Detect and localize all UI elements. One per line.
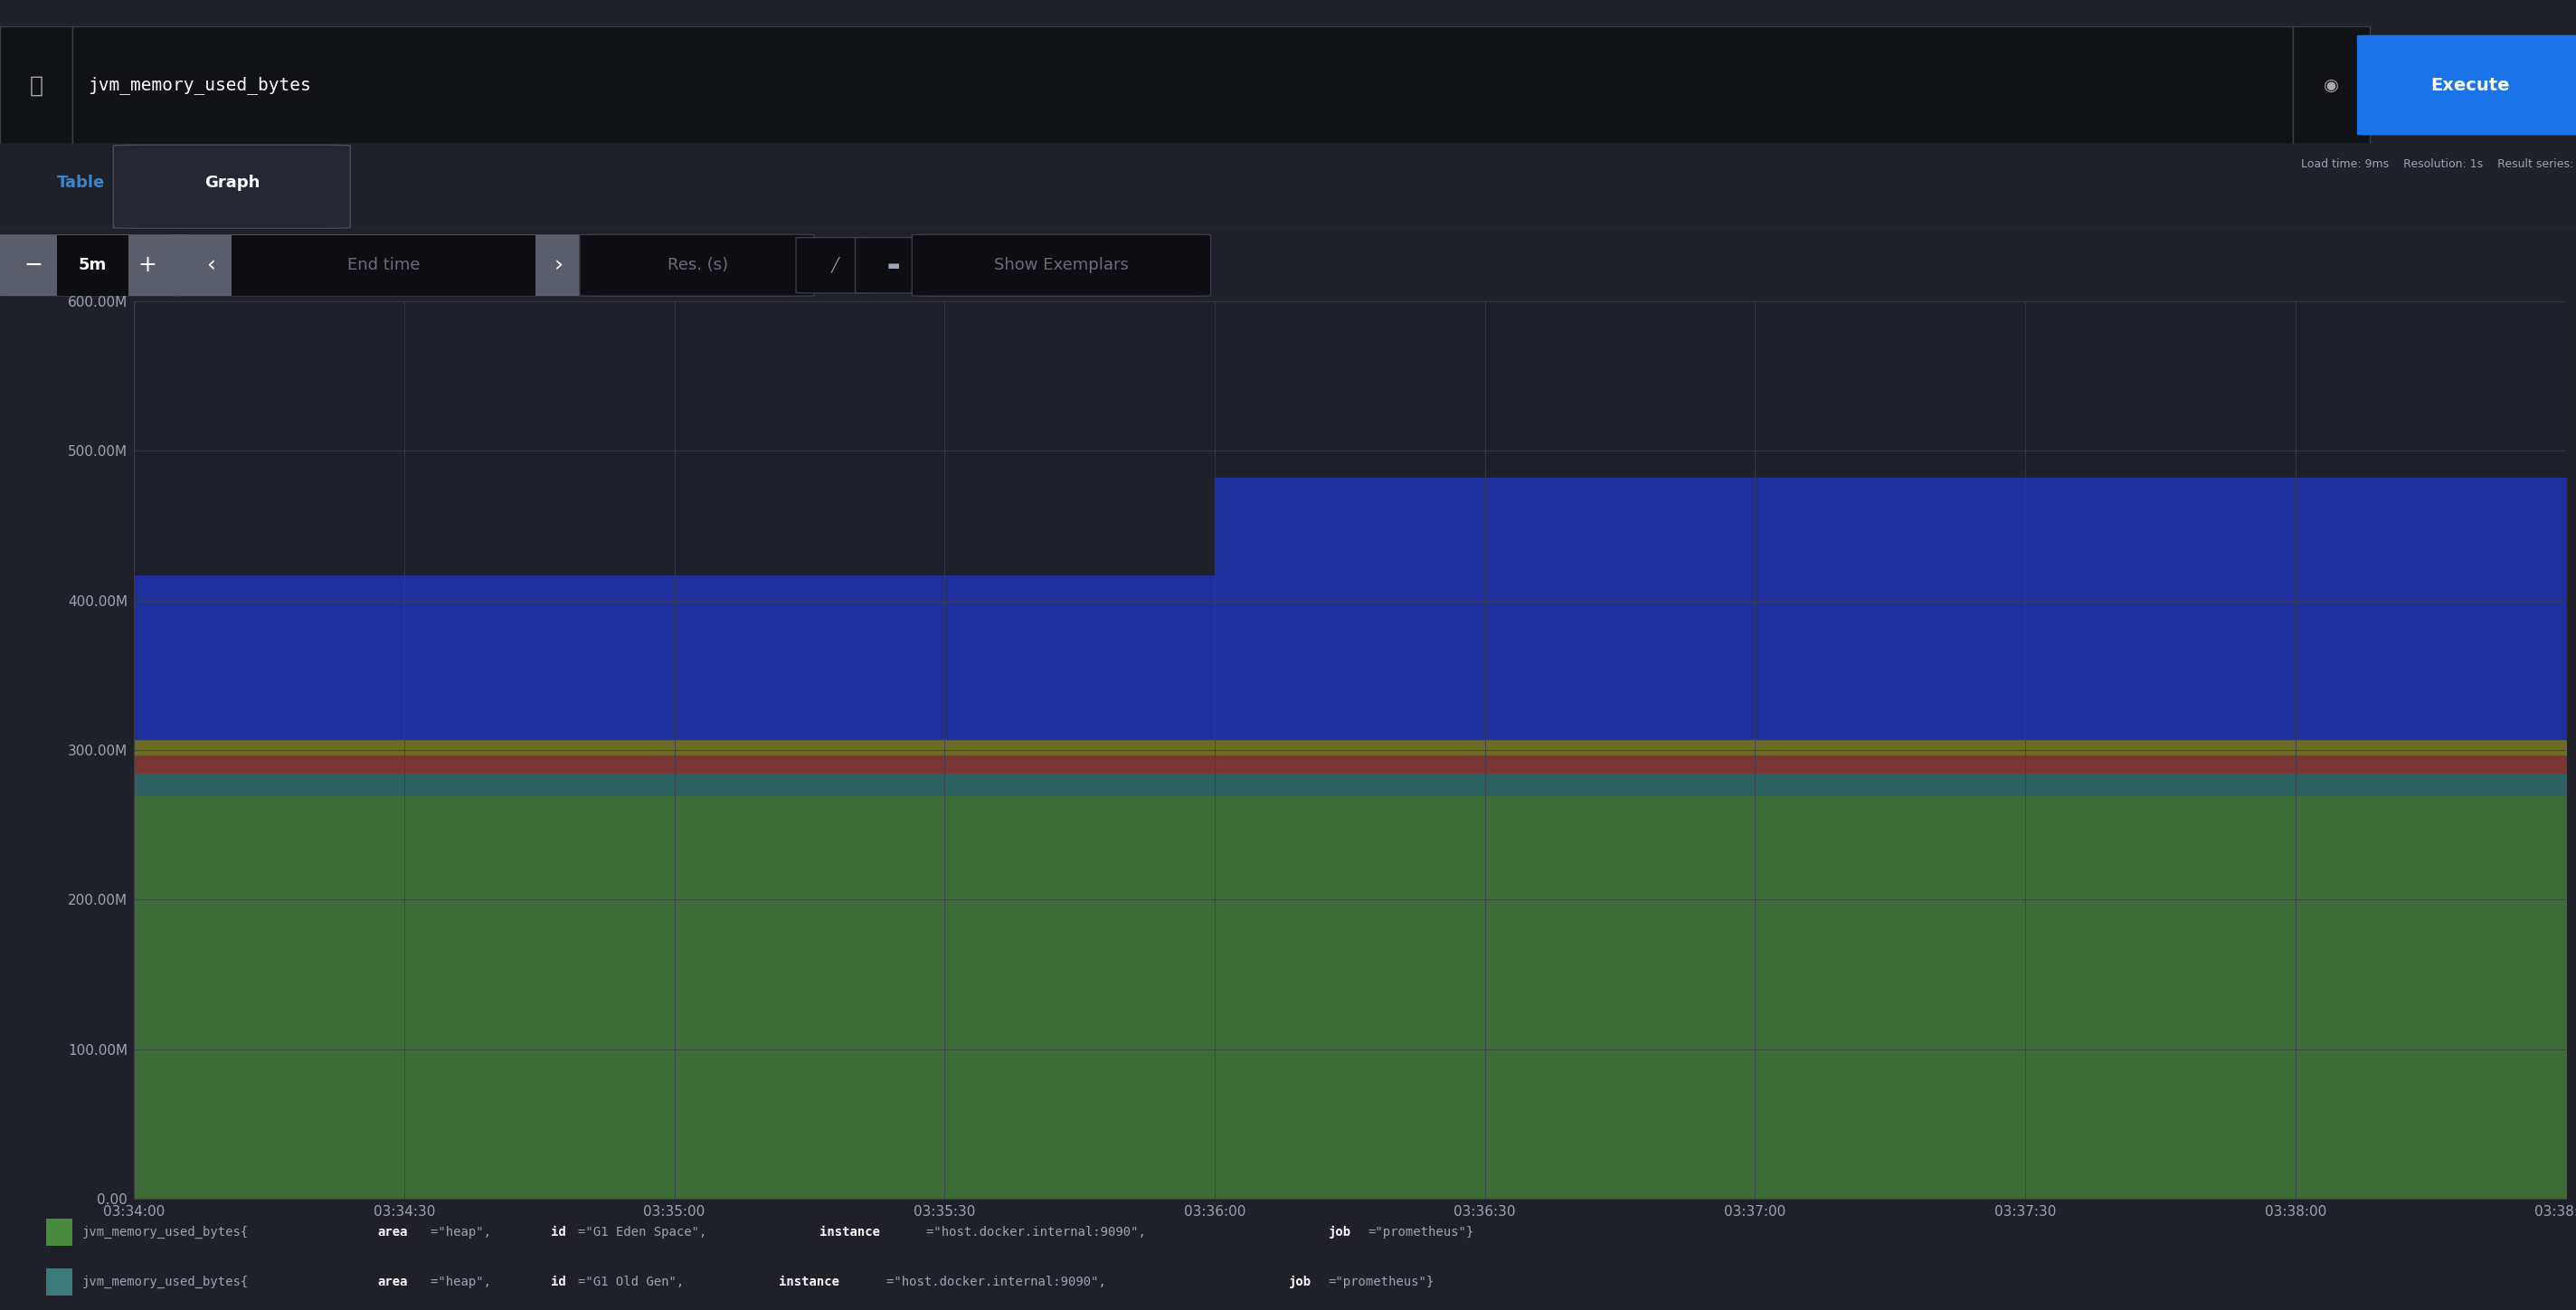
- Text: Load time: 9ms    Resolution: 1s    Result series:: Load time: 9ms Resolution: 1s Result ser…: [2300, 159, 2573, 170]
- Text: ="G1 Old Gen",: ="G1 Old Gen",: [577, 1276, 693, 1289]
- FancyBboxPatch shape: [796, 237, 873, 293]
- FancyBboxPatch shape: [167, 234, 600, 296]
- FancyBboxPatch shape: [855, 237, 933, 293]
- Bar: [0, 26, 72, 144]
- Text: ╱: ╱: [829, 257, 840, 274]
- Bar: [232, 234, 536, 296]
- Text: Graph: Graph: [204, 174, 260, 190]
- Text: ="host.docker.internal:9090",: ="host.docker.internal:9090",: [927, 1226, 1154, 1238]
- Text: ◉: ◉: [2324, 76, 2339, 94]
- Text: jvm_memory_used_bytes{: jvm_memory_used_bytes{: [82, 1276, 250, 1289]
- Text: ="host.docker.internal:9090",: ="host.docker.internal:9090",: [886, 1276, 1113, 1289]
- Bar: [46, 1218, 72, 1246]
- Text: ‹: ‹: [206, 254, 216, 276]
- Text: Show Exemplars: Show Exemplars: [994, 257, 1128, 274]
- Text: End time: End time: [348, 257, 420, 274]
- Text: ›: ›: [554, 254, 564, 276]
- Text: ="heap",: ="heap",: [430, 1276, 500, 1289]
- Text: area: area: [376, 1276, 407, 1289]
- Bar: [2293, 26, 2370, 144]
- Text: ="G1 Eden Space",: ="G1 Eden Space",: [577, 1226, 714, 1238]
- FancyBboxPatch shape: [912, 234, 1211, 296]
- Text: instance: instance: [778, 1276, 840, 1289]
- Text: id: id: [551, 1226, 567, 1238]
- FancyBboxPatch shape: [2357, 35, 2576, 135]
- FancyBboxPatch shape: [113, 145, 350, 228]
- Text: instance: instance: [819, 1226, 881, 1238]
- FancyBboxPatch shape: [0, 234, 188, 296]
- Text: Res. (s): Res. (s): [667, 257, 729, 274]
- Text: −: −: [23, 254, 44, 276]
- Text: +: +: [137, 254, 157, 276]
- Text: 5m: 5m: [80, 257, 106, 274]
- Text: ▬: ▬: [886, 258, 902, 272]
- Text: jvm_memory_used_bytes{: jvm_memory_used_bytes{: [82, 1226, 250, 1238]
- Text: ="prometheus"}: ="prometheus"}: [1329, 1276, 1435, 1289]
- Bar: [46, 1269, 72, 1296]
- Bar: [57, 234, 129, 296]
- Text: area: area: [376, 1226, 407, 1238]
- Text: Table: Table: [57, 174, 106, 190]
- Text: jvm_memory_used_bytes: jvm_memory_used_bytes: [88, 76, 312, 94]
- Bar: [72, 26, 2293, 144]
- Text: job: job: [1288, 1276, 1311, 1289]
- Text: ⌕: ⌕: [28, 75, 44, 96]
- FancyBboxPatch shape: [580, 234, 814, 296]
- Text: ="heap",: ="heap",: [430, 1226, 500, 1238]
- Text: Execute: Execute: [2432, 76, 2509, 94]
- Text: id: id: [551, 1276, 567, 1289]
- Text: ="prometheus"}: ="prometheus"}: [1368, 1226, 1473, 1238]
- Text: job: job: [1329, 1226, 1350, 1238]
